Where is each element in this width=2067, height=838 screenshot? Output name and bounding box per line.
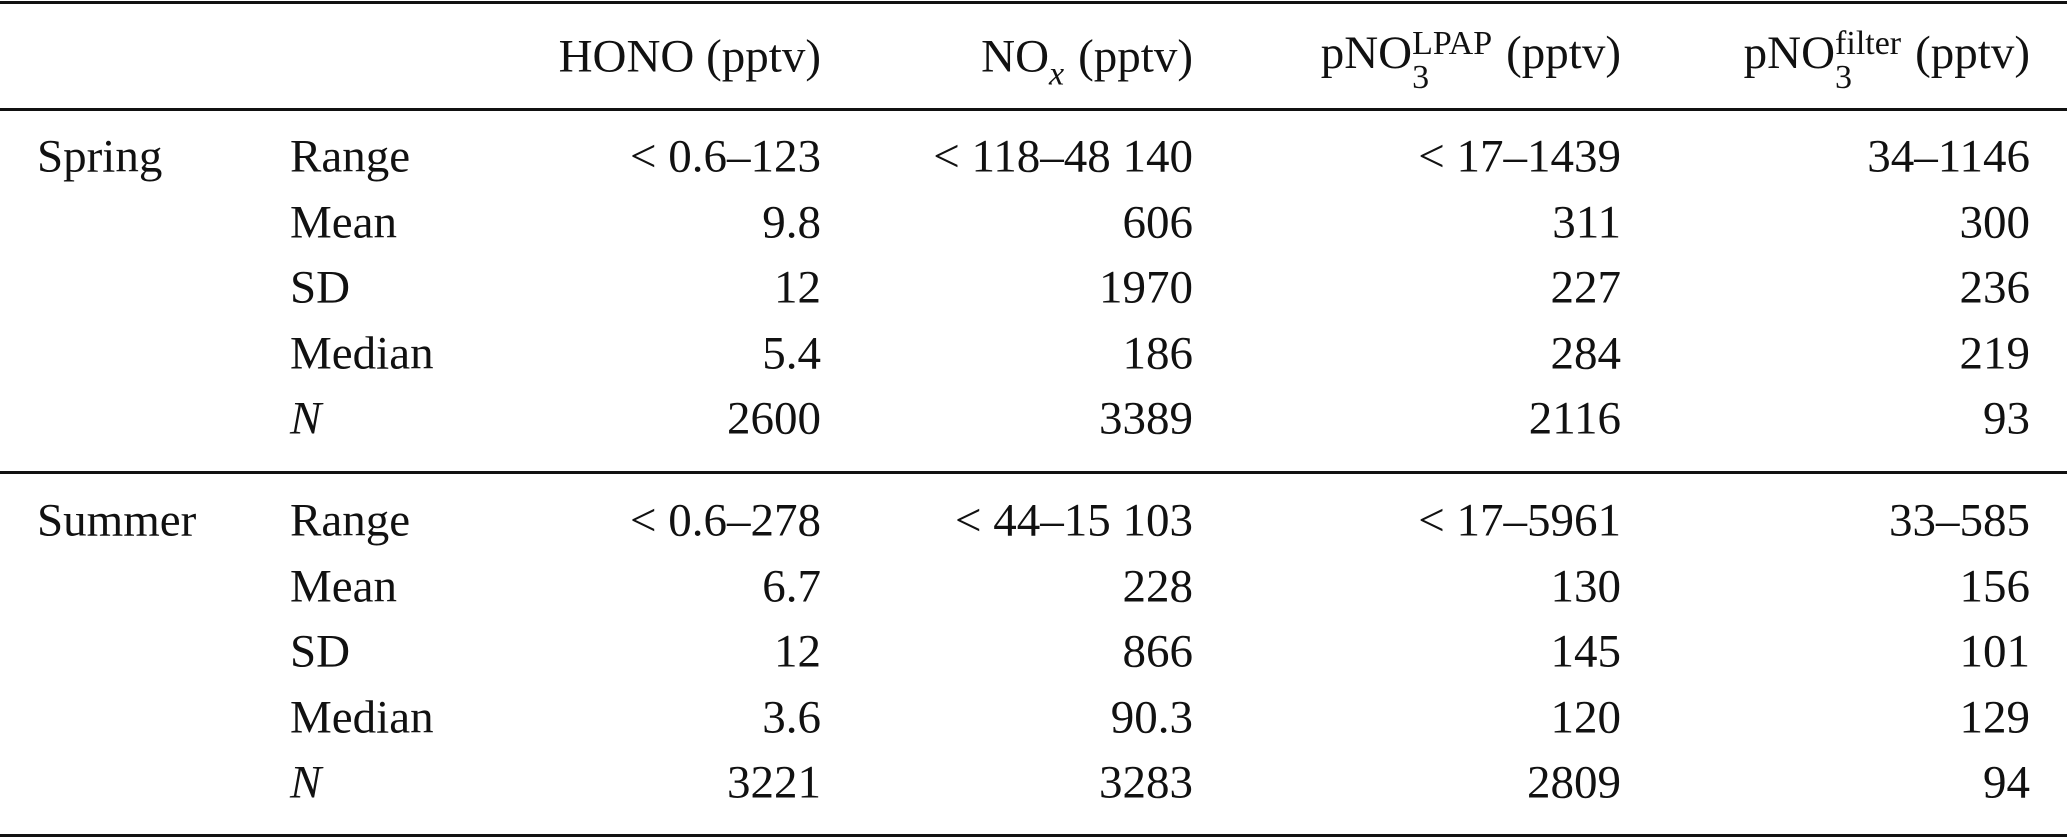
top-rule <box>0 1 2067 4</box>
table-cell: 227 <box>1550 261 1622 314</box>
table-cell: 300 <box>1959 196 2031 248</box>
table-cell: 228 <box>1122 560 1194 612</box>
table-cell: 90.3 <box>1110 691 1193 743</box>
table-cell: 3389 <box>1099 392 1193 445</box>
table-cell: 219 <box>1959 327 2031 379</box>
table-cell: 101 <box>1959 625 2031 678</box>
table-cell: 311 <box>1552 196 1621 248</box>
table-cell: 120 <box>1550 691 1622 743</box>
table-cell: 12 <box>774 261 821 314</box>
table-cell: 12 <box>774 625 821 678</box>
row-label: Mean <box>290 560 398 612</box>
row-label: Median <box>290 691 434 743</box>
header-base: pNO <box>1743 26 1836 79</box>
column-header: HONO (pptv) <box>558 30 821 83</box>
table-cell: 3221 <box>727 756 821 809</box>
table-cell: 284 <box>1550 327 1622 379</box>
table-cell: 6.7 <box>762 560 821 612</box>
table-cell: 236 <box>1959 261 2031 314</box>
table-cell: 145 <box>1550 625 1622 678</box>
table-cell: 2600 <box>727 392 821 445</box>
table-cell: < 0.6–123 <box>629 130 821 183</box>
group-name: Spring <box>37 130 163 183</box>
header-base: HONO <box>558 30 695 83</box>
table-cell: 2809 <box>1527 756 1621 809</box>
table-cell: 33–585 <box>1889 494 2030 547</box>
table-cell: < 17–5961 <box>1418 494 1621 547</box>
table-cell: 866 <box>1122 625 1194 678</box>
header-sup: filter <box>1835 25 1902 62</box>
table-cell: 9.8 <box>762 196 821 248</box>
header-script: x <box>1049 55 1065 93</box>
header-script: filter 3 <box>1835 27 1901 95</box>
header-sub: 3 <box>1835 59 1853 96</box>
row-label: Range <box>290 494 411 547</box>
column-header: NO x (pptv) <box>981 30 1193 91</box>
header-unit: (pptv) <box>706 30 821 83</box>
table-cell: 1970 <box>1099 261 1193 314</box>
table-cell: 186 <box>1122 327 1194 379</box>
column-header: pNO filter 3 (pptv) <box>1743 23 2030 95</box>
table-cell: < 118–48 140 <box>933 130 1193 183</box>
table-cell: 130 <box>1550 560 1622 612</box>
header-unit: (pptv) <box>1915 26 2030 79</box>
table-cell: 93 <box>1983 392 2030 445</box>
header-sub: 3 <box>1412 59 1430 96</box>
table-cell: 94 <box>1983 756 2030 809</box>
bottom-rule <box>0 834 2067 837</box>
row-label: N <box>290 756 322 809</box>
table-cell: 606 <box>1122 196 1194 248</box>
table-cell: < 44–15 103 <box>954 494 1193 547</box>
row-label: SD <box>290 261 351 314</box>
table-cell: 2116 <box>1528 392 1621 445</box>
header-base: pNO <box>1320 26 1413 79</box>
row-label: N <box>290 392 322 445</box>
row-label: Median <box>290 327 434 379</box>
group-rule <box>0 471 2067 474</box>
group-name: Summer <box>37 494 197 547</box>
table-cell: < 0.6–278 <box>629 494 821 547</box>
header-unit: (pptv) <box>1078 30 1193 83</box>
header-unit: (pptv) <box>1506 26 1621 79</box>
header-script: LPAP 3 <box>1412 27 1492 95</box>
row-label: SD <box>290 625 351 678</box>
table-cell: 5.4 <box>762 327 821 379</box>
row-label: Range <box>290 130 411 183</box>
table-cell: < 17–1439 <box>1418 130 1621 183</box>
table-cell: 3283 <box>1099 756 1193 809</box>
row-label: Mean <box>290 196 398 248</box>
table-cell: 3.6 <box>762 691 821 743</box>
table-cell: 34–1146 <box>1867 130 2030 183</box>
table-cell: 156 <box>1959 560 2031 612</box>
header-base: NO <box>981 30 1050 83</box>
header-rule <box>0 108 2067 111</box>
header-sup: LPAP <box>1412 25 1493 62</box>
table-cell: 129 <box>1959 691 2031 743</box>
column-header: pNO LPAP 3 (pptv) <box>1320 23 1621 95</box>
header-sub: x <box>1049 55 1065 93</box>
